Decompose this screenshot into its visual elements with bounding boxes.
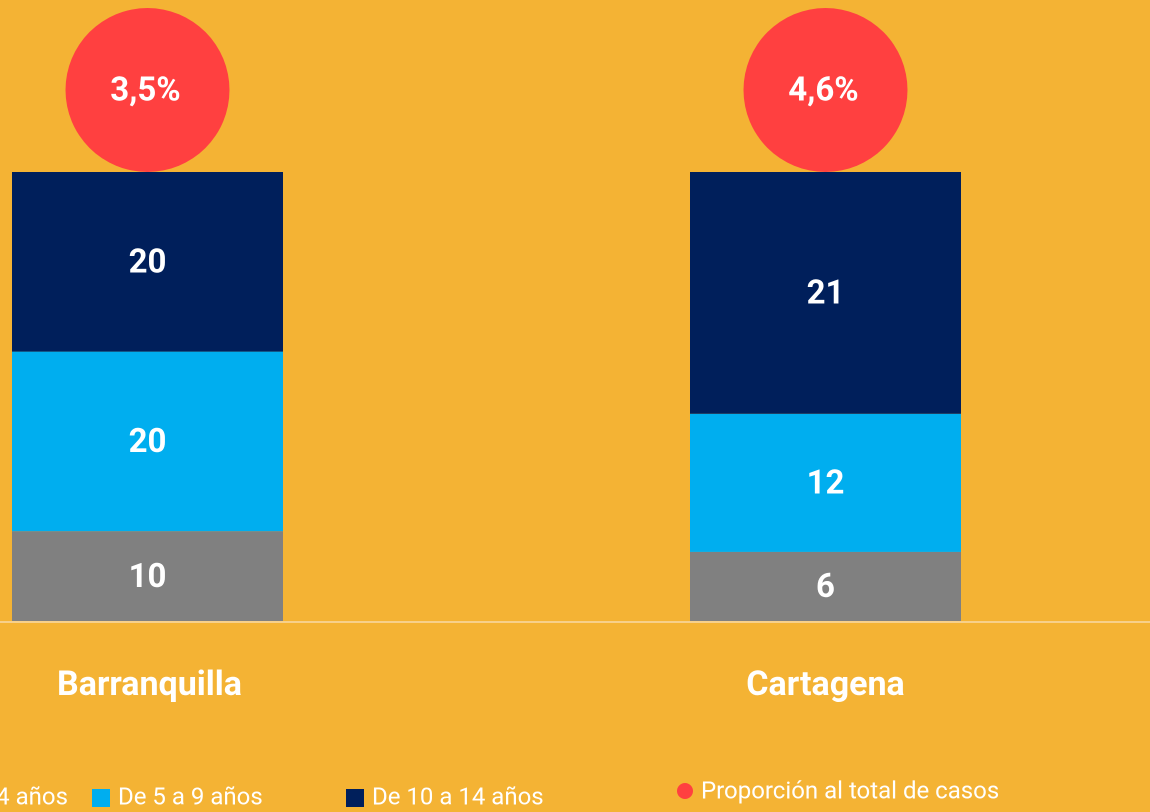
segment-label: 20 [129,422,167,461]
proportion-label: 4,6% [788,71,858,110]
segment-label: 12 [807,464,845,503]
legend-label: De 5 a 9 años [118,782,263,810]
bar-segment [690,413,961,552]
legend-label: De 10 a 14 años [372,782,544,810]
legend-swatch [346,789,364,807]
legend-swatch [92,789,110,807]
bar-segment [690,172,961,414]
legend-dot [677,783,693,799]
category-label: Cartagena [746,664,904,704]
bar-segment [12,172,283,352]
proportion-circle [65,8,230,172]
segment-label: 21 [807,274,845,313]
category-label: Barranquilla [57,664,242,704]
bar-segment [12,531,283,621]
legend-label: Proporción al total de casos [701,776,999,804]
proportion-label: 3,5% [110,71,180,110]
segment-label: 10 [129,557,167,596]
legend-label: De 0 a 4 años [0,782,68,810]
proportion-circle [743,8,908,172]
segment-label: 20 [129,243,167,282]
bar-segment [690,551,961,621]
bar-segment [12,351,283,532]
segment-label: 6 [816,567,835,606]
